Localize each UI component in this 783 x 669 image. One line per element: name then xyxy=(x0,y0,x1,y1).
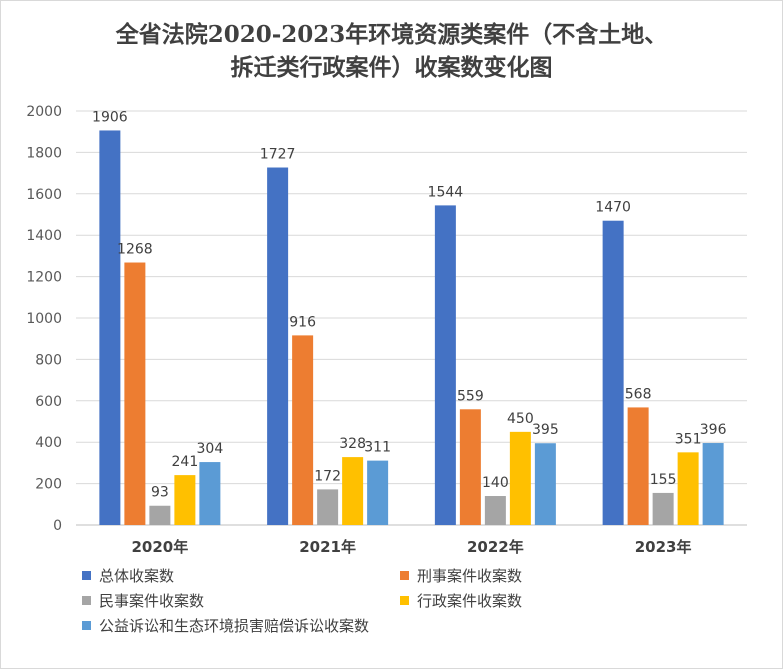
y-tick-label: 1400 xyxy=(26,228,62,244)
bar xyxy=(484,496,506,525)
bar xyxy=(199,462,221,525)
bar xyxy=(677,452,699,525)
x-category-label: 2023年 xyxy=(635,538,692,556)
x-category-label: 2020年 xyxy=(132,538,189,556)
chart-title: 全省法院2020-2023年环境资源类案件（不含土地、 拆迁类行政案件）收案数变… xyxy=(0,18,783,84)
data-label: 1470 xyxy=(595,200,631,216)
y-tick-label: 0 xyxy=(53,518,62,534)
data-label: 395 xyxy=(532,422,559,438)
y-tick-label: 200 xyxy=(35,477,62,493)
y-tick-label: 600 xyxy=(35,394,62,410)
y-tick-label: 1000 xyxy=(26,311,62,327)
data-label: 559 xyxy=(457,388,484,404)
bar xyxy=(652,492,674,525)
bar xyxy=(342,457,364,525)
bar xyxy=(459,409,481,525)
bar xyxy=(434,205,456,525)
data-label: 1727 xyxy=(260,147,296,163)
x-category-label: 2021年 xyxy=(299,538,356,556)
data-label: 916 xyxy=(289,314,316,330)
y-tick-label: 800 xyxy=(35,352,62,368)
data-label: 450 xyxy=(507,411,534,427)
bar xyxy=(124,262,146,525)
bar xyxy=(149,505,171,525)
data-label: 351 xyxy=(675,431,702,447)
bar xyxy=(602,220,624,525)
data-label: 140 xyxy=(482,475,509,491)
data-label: 93 xyxy=(151,485,169,501)
bar xyxy=(534,443,556,525)
data-label: 155 xyxy=(650,472,677,488)
data-label: 311 xyxy=(364,440,391,456)
bar xyxy=(509,431,531,525)
data-label: 1544 xyxy=(428,184,464,200)
x-category-label: 2022年 xyxy=(467,538,524,556)
bar xyxy=(267,167,289,526)
data-label: 172 xyxy=(314,468,341,484)
bar xyxy=(99,130,121,525)
chart-title-line1: 全省法院2020-2023年环境资源类案件（不含土地、 xyxy=(115,21,668,48)
y-tick-label: 400 xyxy=(35,435,62,451)
y-tick-label: 1200 xyxy=(26,270,62,286)
data-label: 396 xyxy=(700,422,727,438)
data-label: 328 xyxy=(339,436,366,452)
y-tick-label: 1800 xyxy=(26,145,62,161)
bar xyxy=(702,443,724,525)
bar xyxy=(367,460,389,525)
data-label: 1268 xyxy=(117,242,153,258)
y-tick-label: 2000 xyxy=(26,104,62,120)
data-label: 304 xyxy=(197,441,224,457)
chart-title-line2: 拆迁类行政案件）收案数变化图 xyxy=(230,54,553,81)
data-label: 241 xyxy=(172,454,199,470)
y-tick-label: 1600 xyxy=(26,187,62,203)
bar xyxy=(292,335,314,525)
data-label: 568 xyxy=(625,386,652,402)
bar xyxy=(317,489,339,525)
bar xyxy=(627,407,649,525)
data-label: 1906 xyxy=(92,109,128,125)
bar xyxy=(174,475,196,525)
